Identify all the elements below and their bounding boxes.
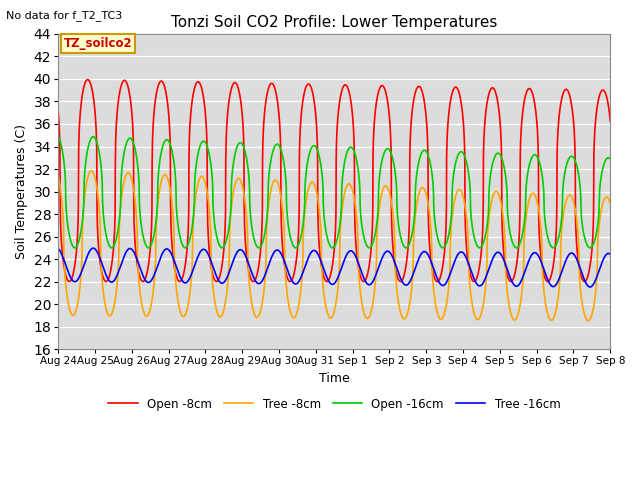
Tree -16cm <box>118 261 125 266</box>
Open -8cm <box>291 270 298 276</box>
Tree -16cm <box>54 246 62 252</box>
Tree -8cm <box>266 192 274 197</box>
Open -16cm <box>266 162 274 168</box>
Line: Open -8cm: Open -8cm <box>58 80 611 282</box>
Tree -8cm <box>118 196 125 202</box>
Tree -8cm <box>584 318 592 324</box>
Open -8cm <box>118 82 125 87</box>
Text: TZ_soilco2: TZ_soilco2 <box>64 37 132 50</box>
Open -8cm <box>596 92 604 97</box>
Open -8cm <box>150 106 158 112</box>
Open -16cm <box>118 173 125 179</box>
Text: No data for f_T2_TC3: No data for f_T2_TC3 <box>6 10 123 21</box>
Open -16cm <box>290 244 298 250</box>
Open -16cm <box>607 156 614 162</box>
Tree -16cm <box>150 272 158 278</box>
Open -16cm <box>71 245 79 251</box>
Open -16cm <box>536 162 544 168</box>
Legend: Open -8cm, Tree -8cm, Open -16cm, Tree -16cm: Open -8cm, Tree -8cm, Open -16cm, Tree -… <box>103 393 565 415</box>
Tree -8cm <box>150 279 158 285</box>
Open -16cm <box>150 231 158 237</box>
Tree -8cm <box>596 217 604 223</box>
Tree -16cm <box>266 258 274 264</box>
Open -8cm <box>54 109 62 115</box>
Tree -8cm <box>607 201 614 206</box>
Line: Open -16cm: Open -16cm <box>58 137 611 248</box>
Open -16cm <box>596 188 604 194</box>
Tree -16cm <box>586 284 594 290</box>
Open -8cm <box>607 119 614 124</box>
Line: Tree -16cm: Tree -16cm <box>58 248 611 287</box>
Tree -16cm <box>607 252 614 257</box>
Tree -8cm <box>290 315 298 321</box>
Title: Tonzi Soil CO2 Profile: Lower Temperatures: Tonzi Soil CO2 Profile: Lower Temperatur… <box>171 15 497 30</box>
Tree -8cm <box>54 173 62 179</box>
Tree -16cm <box>90 245 97 251</box>
Tree -16cm <box>536 256 544 262</box>
Open -8cm <box>65 279 73 285</box>
Tree -8cm <box>88 168 95 174</box>
Tree -8cm <box>536 217 544 223</box>
Open -8cm <box>266 82 274 87</box>
Open -8cm <box>84 77 92 83</box>
Y-axis label: Soil Temperatures (C): Soil Temperatures (C) <box>15 124 28 259</box>
Line: Tree -8cm: Tree -8cm <box>58 171 611 321</box>
Open -8cm <box>536 247 544 253</box>
Open -16cm <box>54 134 62 140</box>
Tree -16cm <box>596 266 604 272</box>
X-axis label: Time: Time <box>319 372 349 384</box>
Tree -16cm <box>290 280 298 286</box>
